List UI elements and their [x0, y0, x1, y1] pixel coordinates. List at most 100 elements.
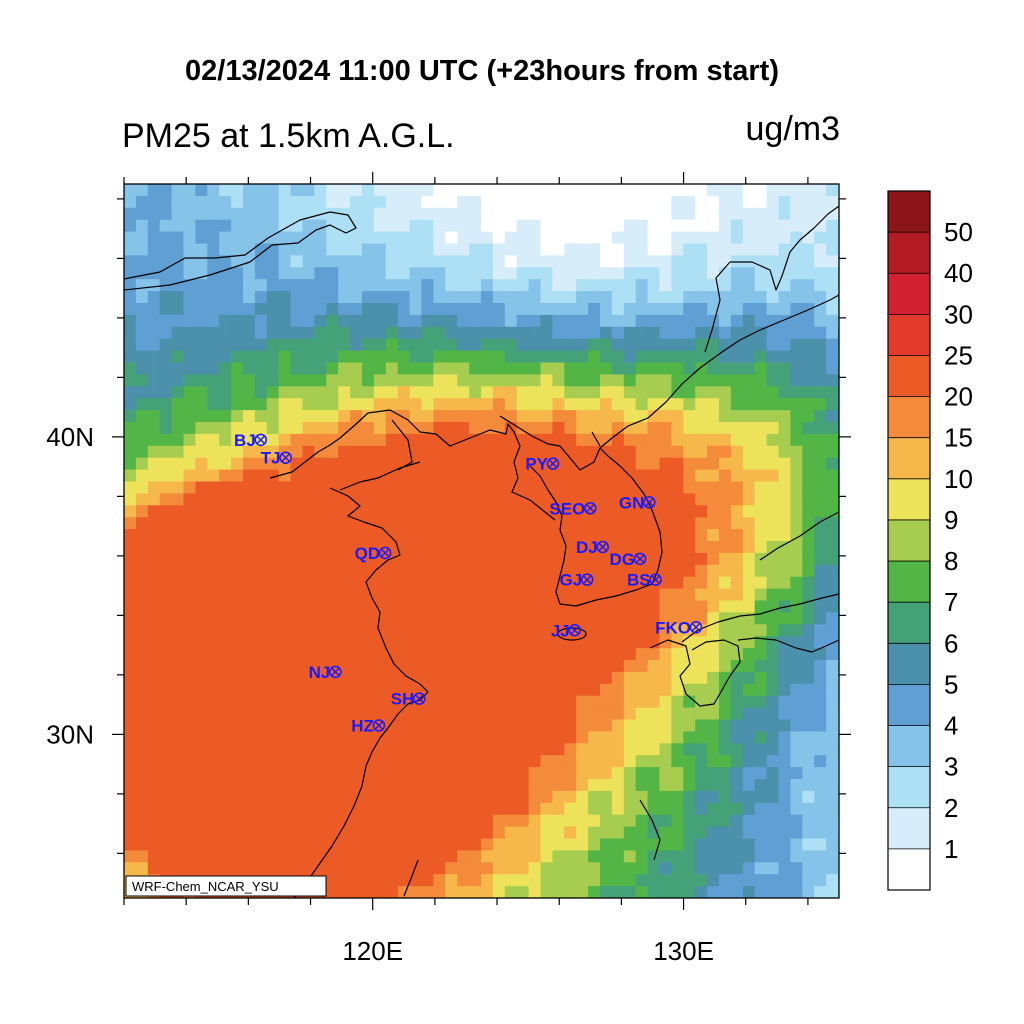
- pm25-cell: [457, 564, 470, 578]
- pm25-cell: [826, 576, 839, 590]
- pm25-cell: [540, 624, 553, 637]
- pm25-cell: [385, 576, 399, 590]
- pm25-cell: [219, 505, 232, 518]
- pm25-cell: [635, 648, 649, 661]
- city-label: BS: [627, 571, 651, 590]
- pm25-cell: [707, 790, 720, 804]
- pm25-cell: [754, 814, 768, 828]
- pm25-cell: [457, 552, 470, 566]
- pm25-cell: [504, 374, 518, 387]
- pm25-cell: [457, 838, 470, 851]
- pm25-cell: [695, 445, 708, 459]
- pm25-cell: [683, 529, 696, 542]
- pm25-cell: [231, 576, 244, 590]
- pm25-cell: [254, 445, 268, 459]
- pm25-cell: [421, 326, 434, 340]
- pm25-cell: [528, 707, 542, 721]
- pm25-cell: [802, 898, 815, 911]
- pm25-cell: [814, 469, 827, 483]
- pm25-cell: [457, 517, 470, 530]
- pm25-cell: [528, 374, 542, 387]
- pm25-cell: [790, 207, 803, 221]
- pm25-cell: [742, 660, 756, 673]
- pm25-cell: [433, 433, 446, 447]
- pm25-cell: [588, 410, 601, 423]
- pm25-cell: [147, 481, 161, 494]
- pm25-cell: [457, 850, 470, 863]
- pm25-cell: [135, 267, 149, 280]
- pm25-cell: [124, 648, 137, 661]
- pm25-cell: [528, 386, 542, 399]
- pm25-cell: [373, 350, 387, 364]
- pm25-cell: [635, 362, 649, 375]
- pm25-cell: [730, 195, 744, 209]
- pm25-cell: [600, 362, 613, 375]
- pm25-cell: [135, 386, 149, 399]
- pm25-cell: [433, 552, 446, 566]
- pm25-cell: [385, 600, 399, 613]
- pm25-cell: [671, 826, 684, 840]
- pm25-cell: [730, 826, 744, 840]
- pm25-cell: [326, 326, 339, 340]
- pm25-cell: [814, 195, 827, 209]
- pm25-cell: [802, 350, 815, 364]
- pm25-cell: [742, 683, 756, 697]
- pm25-cell: [611, 671, 625, 685]
- pm25-cell: [766, 671, 780, 685]
- pm25-cell: [326, 374, 339, 387]
- pm25-cell: [742, 291, 756, 304]
- pm25-cell: [790, 576, 803, 590]
- pm25-cell: [707, 231, 720, 245]
- pm25-cell: [195, 600, 208, 613]
- pm25-cell: [790, 291, 803, 304]
- pm25-cell: [147, 850, 161, 863]
- pm25-cell: [373, 493, 387, 506]
- pm25-cell: [659, 326, 672, 340]
- pm25-cell: [600, 231, 613, 245]
- pm25-cell: [135, 493, 149, 506]
- pm25-cell: [790, 814, 803, 828]
- pm25-cell: [754, 707, 768, 721]
- pm25-cell: [659, 398, 672, 411]
- pm25-cell: [707, 410, 720, 423]
- pm25-cell: [814, 505, 827, 518]
- pm25-cell: [647, 707, 661, 721]
- pm25-cell: [219, 350, 232, 364]
- pm25-cell: [802, 636, 815, 649]
- pm25-cell: [302, 303, 315, 316]
- pm25-cell: [719, 219, 732, 233]
- pm25-cell: [290, 660, 304, 673]
- pm25-cell: [124, 362, 137, 375]
- pm25-cell: [445, 743, 458, 756]
- pm25-cell: [195, 255, 208, 268]
- pm25-cell: [386, 898, 399, 911]
- pm25-cell: [409, 231, 423, 245]
- pm25-cell: [326, 671, 339, 685]
- pm25-cell: [302, 267, 315, 280]
- pm25-cell: [266, 314, 280, 328]
- pm25-cell: [766, 683, 780, 697]
- city-label: HZ: [351, 716, 374, 735]
- pm25-cell: [588, 517, 601, 530]
- pm25-cell: [695, 838, 708, 851]
- pm25-cell: [814, 743, 827, 756]
- pm25-cell: [623, 648, 637, 661]
- pm25-cell: [219, 695, 232, 709]
- pm25-cell: [671, 374, 684, 387]
- pm25-cell: [540, 279, 553, 292]
- pm25-cell: [754, 683, 768, 697]
- pm25-cell: [481, 279, 494, 292]
- pm25-cell: [302, 790, 315, 804]
- pm25-cell: [266, 469, 280, 483]
- pm25-cell: [600, 874, 613, 887]
- pm25-cell: [147, 457, 161, 471]
- pm25-cell: [588, 255, 601, 268]
- pm25-cell: [243, 350, 256, 364]
- pm25-cell: [350, 624, 363, 637]
- pm25-cell: [623, 683, 637, 697]
- pm25-cell: [124, 838, 137, 851]
- pm25-cell: [600, 790, 613, 804]
- pm25-cell: [219, 564, 232, 578]
- pm25-cell: [659, 374, 672, 387]
- pm25-cell: [778, 755, 791, 768]
